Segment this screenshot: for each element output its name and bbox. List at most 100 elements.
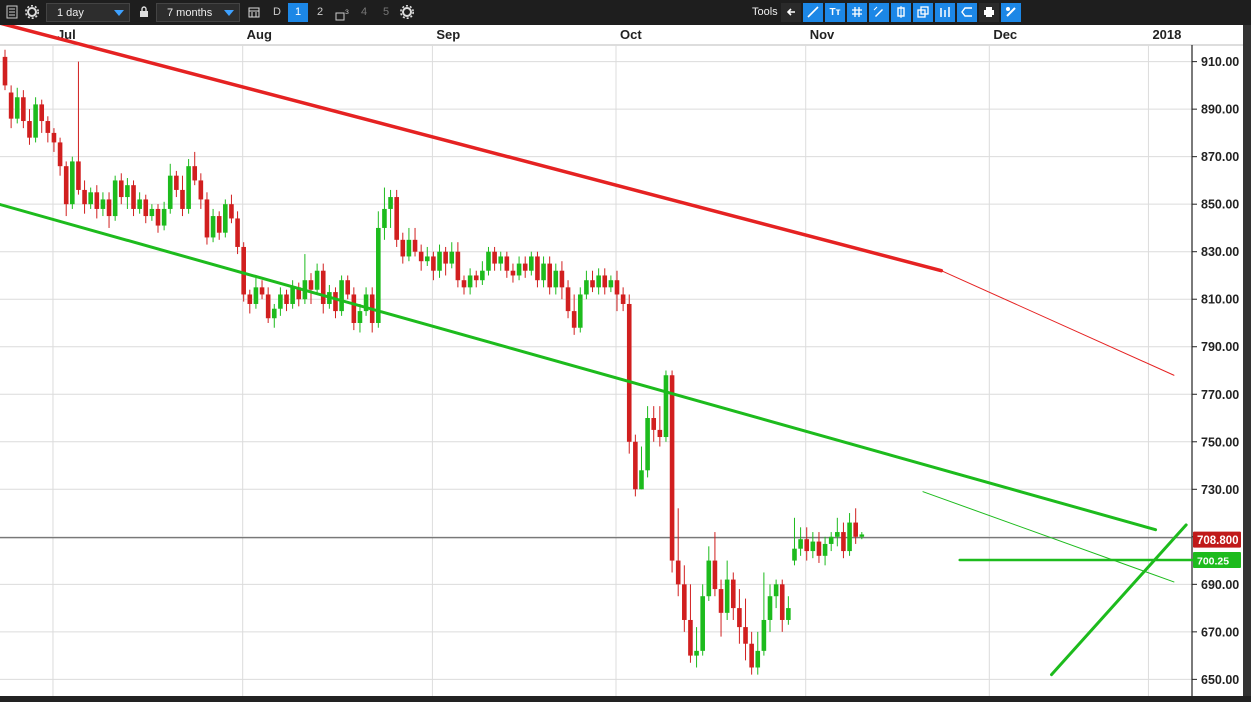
candle-body <box>253 287 259 304</box>
candle-body <box>210 216 216 238</box>
price-chart[interactable]: Jul Aug Sep Oct Nov Dec 2018650.00670.00690.00… <box>0 25 1243 696</box>
chevron-down-icon <box>224 10 234 16</box>
candle-body <box>149 208 155 217</box>
candle-body <box>688 619 693 656</box>
price-tick-label: 830.00 <box>1201 245 1239 259</box>
candle-body <box>596 275 601 288</box>
price-tick-label: 790.00 <box>1201 340 1239 354</box>
candle-body <box>351 294 357 323</box>
back-arrow-icon[interactable] <box>781 3 801 22</box>
settings-gear-icon[interactable] <box>22 3 42 22</box>
right-edge-bar <box>1243 25 1251 702</box>
candle-body <box>406 239 412 257</box>
candle-body <box>118 180 124 198</box>
layout-3-button[interactable]: 3 <box>332 3 352 22</box>
grid-tool-icon[interactable] <box>847 3 867 22</box>
chart-settings-gear-icon[interactable] <box>397 3 417 22</box>
marker-tool-icon[interactable] <box>891 3 911 22</box>
candle-body <box>529 256 534 271</box>
fibonacci-tool-icon[interactable] <box>935 3 955 22</box>
candle-body <box>241 246 246 295</box>
candle-body <box>473 275 479 281</box>
tools-label: Tools <box>752 6 778 18</box>
lock-icon[interactable] <box>134 3 154 22</box>
candle-body <box>363 294 369 312</box>
print-icon[interactable] <box>979 3 999 22</box>
range-select[interactable]: 7 months <box>156 3 240 22</box>
candle-body <box>675 560 681 585</box>
price-tick-label: 750.00 <box>1201 435 1239 449</box>
candle-body <box>345 280 351 295</box>
trendline-tool-icon[interactable] <box>803 3 823 22</box>
draw-settings-icon[interactable] <box>1001 3 1021 22</box>
candle-body <box>229 204 234 219</box>
price-tick-label: 850.00 <box>1201 198 1239 212</box>
layout-2-button[interactable]: 2 <box>316 6 324 18</box>
candle-body <box>755 650 761 668</box>
calendar-icon[interactable] <box>244 3 264 22</box>
candle-body <box>853 522 858 537</box>
menu-icon[interactable] <box>2 3 22 22</box>
candle-body <box>743 627 748 644</box>
candle-body <box>339 280 344 312</box>
candle-body <box>100 199 106 209</box>
candle-body <box>357 311 363 323</box>
chart-type-button[interactable]: D <box>273 6 281 18</box>
text-tool-icon[interactable]: Tт <box>825 3 845 22</box>
candle-body <box>333 292 338 312</box>
candle-body <box>455 251 461 281</box>
interval-select[interactable]: 1 day <box>46 3 130 22</box>
trendline-resistance <box>0 25 944 273</box>
candle-body <box>418 251 424 262</box>
candle-body <box>749 643 754 668</box>
bottom-edge-bar <box>0 696 1251 702</box>
candle-body <box>437 251 442 271</box>
layout-5-button[interactable]: 5 <box>382 6 390 18</box>
candle-body <box>773 584 779 597</box>
candle-body <box>265 294 271 319</box>
candle-body <box>431 256 436 271</box>
candle-body <box>761 619 767 651</box>
candle-body <box>112 180 118 217</box>
candle-body <box>21 97 26 122</box>
trendline-resistance-ext <box>940 270 1175 376</box>
candle-body <box>259 287 265 295</box>
candle-body <box>706 560 712 597</box>
month-label: Nov <box>810 27 835 42</box>
candle-body <box>382 208 387 228</box>
trendline-support-channel-ext <box>922 491 1175 583</box>
candle-body <box>70 161 75 205</box>
candle-body <box>394 197 399 240</box>
range-value: 7 months <box>167 7 213 19</box>
candle-body <box>516 263 522 276</box>
pen-tool-icon[interactable] <box>869 3 889 22</box>
candle-body <box>541 263 546 281</box>
layout-1-button[interactable]: 1 <box>288 3 308 22</box>
channel-tool-icon[interactable] <box>913 3 933 22</box>
layout-3-label: 3 <box>345 9 349 16</box>
month-label: 2018 <box>1152 27 1181 42</box>
price-tick-label: 690.00 <box>1201 578 1239 592</box>
layout-4-button[interactable]: 4 <box>360 6 368 18</box>
candle-body <box>278 294 283 309</box>
candle-body <box>859 534 865 537</box>
candle-body <box>76 161 81 190</box>
candle-body <box>651 418 657 430</box>
candle-body <box>584 280 589 295</box>
candle-body <box>400 239 406 257</box>
level-price-label: 700.25 <box>1197 555 1229 567</box>
candle-body <box>82 189 87 205</box>
candle-body <box>247 294 253 304</box>
candle-body <box>480 270 485 281</box>
candle-body <box>449 251 455 264</box>
price-tick-label: 650.00 <box>1201 673 1239 687</box>
candle-body <box>669 375 675 561</box>
candle-body <box>33 104 38 138</box>
shape-tool-icon[interactable] <box>957 3 977 22</box>
candle-body <box>45 121 51 133</box>
candle-body <box>467 275 473 288</box>
candle-body <box>798 539 803 549</box>
candle-body <box>835 532 840 537</box>
candle-body <box>682 584 687 620</box>
candle-body <box>155 208 161 226</box>
